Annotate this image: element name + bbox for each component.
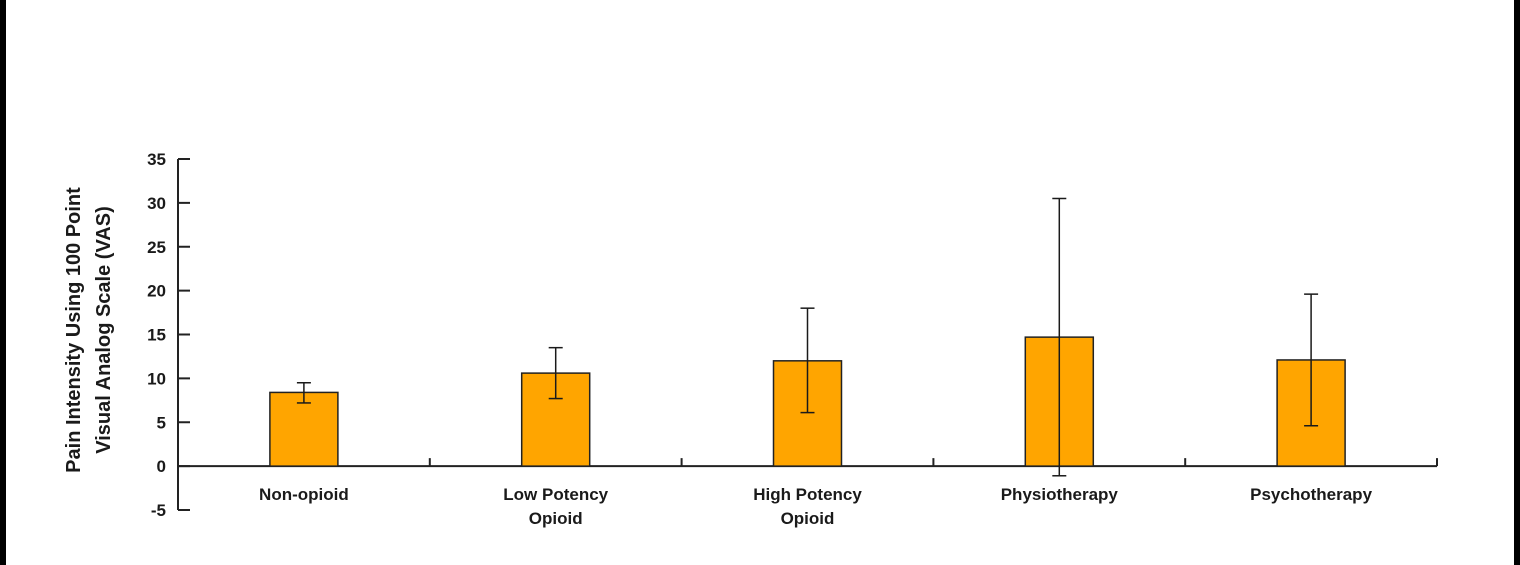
y-axis-title-line: Visual Analog Scale (VAS) [93, 206, 115, 453]
x-tick-label: Low Potency [503, 485, 608, 504]
bar [269, 391, 339, 467]
y-tick-label: 15 [147, 326, 166, 345]
y-axis-title-line: Pain Intensity Using 100 Point [63, 187, 85, 473]
y-tick-label: -5 [151, 501, 166, 520]
y-tick-label: 5 [157, 413, 166, 432]
error-bar [800, 307, 815, 414]
error-bar [548, 346, 563, 400]
error-bars [296, 197, 1319, 477]
x-tick-label: Opioid [781, 509, 835, 528]
y-tick-label: 10 [147, 369, 166, 388]
error-bar [1052, 197, 1067, 477]
category-labels: Non-opioid Low Potency Opioid High Potency O… [259, 485, 1373, 528]
y-tick-label: 20 [147, 282, 166, 301]
y-tick-label: 35 [147, 150, 166, 169]
error-bar [1304, 293, 1319, 427]
bars [269, 336, 1346, 467]
y-tick-label: 25 [147, 238, 166, 257]
x-tick-label: Opioid [529, 509, 583, 528]
x-tick-label: High Potency [753, 485, 862, 504]
y-tick-label: 30 [147, 194, 166, 213]
y-tick-label: 0 [157, 457, 166, 476]
error-bar [296, 382, 311, 404]
y-axis-title: Pain Intensity Using 100 Point Visual Ana… [63, 187, 115, 473]
x-tick-label: Physiotherapy [1001, 485, 1119, 504]
x-tick-label: Non-opioid [259, 485, 349, 504]
x-tick-label: Psychotherapy [1250, 485, 1372, 504]
y-axis: -5 0 5 10 15 20 25 30 35 [147, 150, 190, 520]
